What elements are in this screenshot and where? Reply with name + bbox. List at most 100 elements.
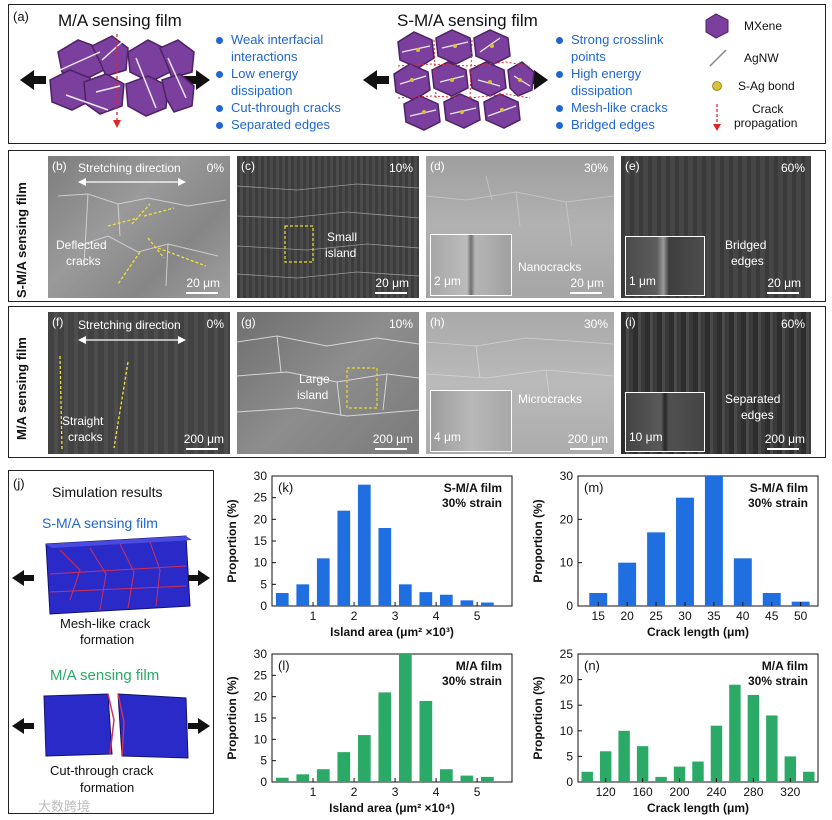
chart-k: 1 2 3 4 5 0 5 10 15 20 25 30 Island area (μm² ×10³) P…: [225, 469, 513, 639]
chart-xlabel: Crack length (μm): [647, 625, 749, 639]
sma-left-arrow-icon: [363, 70, 389, 90]
sem-i-scalebar: [767, 448, 799, 450]
ytick-label: 0: [566, 775, 573, 789]
ytick-label: 30: [560, 469, 574, 483]
ytick-label: 15: [254, 534, 268, 548]
sem-e-inset-scale: 1 μm: [629, 274, 656, 288]
sem-c-scalebar: [375, 292, 407, 294]
bar-k-2: [316, 558, 330, 606]
bar-n-2: [618, 730, 630, 782]
chart-m: 15 20 25 30 35 40 45 50 0 10 20 30 Crack length (μm)…: [531, 469, 819, 639]
ma-hexagon-cluster: [49, 35, 195, 117]
bar-k-6: [398, 584, 412, 606]
sem-h-strain: 30%: [583, 317, 608, 331]
sem-d-label: (d): [430, 159, 445, 173]
bar-k-1: [296, 584, 310, 606]
bar-n-8: [729, 684, 741, 782]
bar-k-10: [481, 602, 494, 606]
sma-sim-caption-2: formation: [80, 632, 135, 647]
xtick-label: 35: [707, 609, 721, 623]
bar-l-0: [275, 777, 289, 782]
bar-l-5: [378, 692, 392, 782]
bar-m-1: [618, 562, 637, 606]
sem-g-annot-1: Large: [299, 372, 330, 386]
bar-k-8: [440, 594, 453, 606]
left-bullet-1: Weak interfacial: [231, 32, 324, 47]
sem-f-scale: 200 μm: [183, 432, 224, 446]
panel-a-frame: [8, 4, 826, 144]
sma-left-arrow-icon-j: [12, 570, 34, 586]
ma-left-arrow-icon-j: [12, 718, 34, 734]
chart-panel-label: (k): [278, 480, 293, 495]
bar-l-2: [316, 769, 330, 782]
chart-ylabel: Proportion (%): [531, 499, 545, 582]
ytick-label: 15: [560, 698, 574, 712]
sem-c: (c) 10% Small island 20 μm: [237, 156, 419, 298]
sem-bottom-frame: [8, 306, 826, 458]
sem-f-strain: 0%: [206, 317, 224, 331]
sem-e-scale: 20 μm: [767, 276, 801, 290]
legend-mxene-label: MXene: [744, 19, 783, 33]
bar-l-10: [481, 776, 494, 782]
xtick-label: 2: [351, 785, 358, 799]
right-bullet-1: Strong crosslink: [571, 32, 664, 47]
sem-h-scale: 200 μm: [567, 432, 608, 446]
xtick-label: 120: [596, 785, 616, 799]
bar-m-6: [762, 593, 781, 606]
ytick-label: 0: [566, 599, 573, 613]
ytick-label: 25: [560, 647, 574, 661]
left-bullet-3: Cut-through cracks: [231, 100, 341, 115]
sem-b-stretch: Stretching direction: [78, 161, 181, 175]
panel-j-title: Simulation results: [52, 484, 163, 500]
legend-mxene-icon: [705, 13, 729, 39]
chart-title-line: S-M/A film: [444, 481, 502, 495]
bar-n-3: [636, 746, 649, 782]
sem-i-inset-scale: 10 μm: [629, 430, 663, 444]
xtick-label: 320: [780, 785, 800, 799]
sem-d: (d) 30% Nanocracks 2 μm 20 μm: [426, 156, 614, 298]
sem-top-row-label: S-M/A sensing film: [14, 182, 29, 298]
left-bullet-2b: dissipation: [231, 83, 293, 98]
xtick-label: 20: [620, 609, 634, 623]
sem-g-annot-2: island: [297, 388, 329, 402]
chart-title-line: 30% strain: [748, 674, 808, 688]
sem-i-inset: [625, 392, 705, 452]
sem-g-label: (g): [241, 315, 256, 329]
xtick-label: 40: [736, 609, 750, 623]
sem-i-annot-1: Separated: [725, 392, 781, 406]
left-title: M/A sensing film: [58, 11, 182, 30]
chart-l: 1 2 3 4 5 0 5 10 15 20 25 30 Island area (μm² ×10⁴) P…: [225, 647, 513, 815]
chart-ylabel: Proportion (%): [531, 676, 545, 759]
xtick-label: 50: [794, 609, 808, 623]
sem-c-strain: 10%: [388, 161, 413, 175]
ytick-label: 10: [254, 556, 268, 570]
sem-d-inset: [430, 234, 512, 296]
sem-d-scale: 20 μm: [570, 276, 604, 290]
sem-g-scale: 200 μm: [372, 432, 413, 446]
sem-h-scalebar: [570, 448, 602, 450]
bar-l-9: [460, 775, 474, 782]
right-bullet-1b: points: [571, 49, 606, 64]
bar-l-1: [296, 774, 310, 782]
xtick-label: 160: [633, 785, 653, 799]
ytick-label: 25: [254, 668, 268, 682]
bar-n-7: [710, 725, 723, 782]
xtick-label: 2: [351, 609, 358, 623]
left-arrow-icon: [20, 70, 46, 90]
ma-sim-title: M/A sensing film: [50, 667, 160, 684]
sem-f-stretch: Stretching direction: [78, 318, 181, 332]
ytick-label: 20: [254, 512, 268, 526]
ytick-label: 0: [260, 599, 267, 613]
right-arrow-icon: [184, 70, 210, 90]
sma-sim-title: S-M/A sensing film: [42, 515, 158, 531]
xtick-label: 4: [433, 785, 440, 799]
sem-i-scale: 200 μm: [764, 432, 805, 446]
xtick-label: 5: [474, 609, 481, 623]
bar-m-2: [647, 532, 666, 606]
sem-e-annot-2: edges: [731, 254, 764, 268]
sma-right-arrow-icon-j: [188, 570, 210, 586]
bar-n-11: [784, 756, 797, 782]
bar-n-12: [803, 771, 815, 782]
bar-n-0: [581, 771, 593, 782]
sem-h: (h) 30% Microcracks 4 μm 200 μm: [426, 312, 614, 454]
